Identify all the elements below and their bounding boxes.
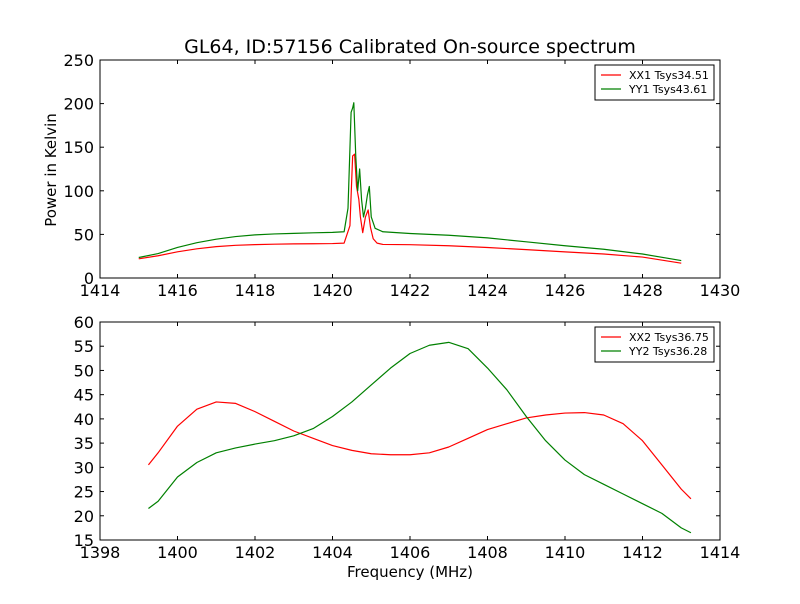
top-x-tick-label: 1430 — [700, 281, 741, 300]
bottom-y-tick-label: 35 — [74, 434, 94, 453]
top-y-tick-label: 200 — [63, 95, 94, 114]
top-y-tick-label: 100 — [63, 182, 94, 201]
bottom-y-tick-label: 55 — [74, 337, 94, 356]
bottom-y-tick-label: 40 — [74, 410, 94, 429]
top-x-tick-label: 1424 — [467, 281, 508, 300]
bottom-x-tick-label: 1402 — [235, 543, 276, 562]
top-legend-label-0: XX1 Tsys34.51 — [629, 69, 709, 82]
top-legend-box — [594, 64, 715, 101]
bottom-x-tick-label: 1410 — [545, 543, 586, 562]
y-axis-label: Power in Kelvin — [42, 113, 60, 227]
top-x-tick-label: 1422 — [390, 281, 431, 300]
chart-title: GL64, ID:57156 Calibrated On-source spec… — [184, 36, 636, 58]
x-axis-label: Frequency (MHz) — [347, 563, 473, 581]
bottom-series-line-0 — [147, 401, 692, 500]
bottom-x-tick-label: 1408 — [467, 543, 508, 562]
bottom-legend-label-0: XX2 Tsys36.75 — [629, 331, 709, 344]
bottom-y-tick-label: 30 — [74, 458, 94, 477]
top-x-tick-label: 1420 — [312, 281, 353, 300]
bottom-x-tick-label: 1400 — [157, 543, 198, 562]
bottom-x-tick-label: 1398 — [80, 543, 121, 562]
top-y-tick-label: 50 — [74, 225, 94, 244]
bottom-y-tick-label: 60 — [74, 313, 94, 332]
bottom-panel: 1398 1400 1402 1404 1406 1408 1410 1412 1414 15 20… — [74, 313, 741, 562]
bottom-legend-label-1: YY2 Tsys36.28 — [628, 345, 707, 358]
top-x-tick-label: 1426 — [545, 281, 586, 300]
top-series-line-1 — [138, 102, 682, 262]
top-series-line-0 — [138, 153, 682, 264]
top-x-tick-label: 1418 — [235, 281, 276, 300]
bottom-series-line-1 — [148, 341, 692, 534]
top-x-tick-label: 1414 — [80, 281, 121, 300]
top-legend-label-1: YY1 Tsys43.61 — [628, 83, 707, 96]
bottom-x-tick-label: 1404 — [312, 543, 353, 562]
top-y-tick-label: 250 — [63, 51, 94, 70]
bottom-y-tick-label: 15 — [74, 531, 94, 550]
bottom-y-tick-label: 25 — [74, 483, 94, 502]
top-y-tick-label: 0 — [84, 269, 94, 288]
top-x-tick-label: 1416 — [157, 281, 198, 300]
top-panel: 1414 1416 1418 1420 1422 1424 1426 1428 1430 0 50 1… — [63, 51, 740, 300]
bottom-legend-box — [594, 326, 715, 363]
bottom-x-tick-label: 1414 — [700, 543, 741, 562]
bottom-y-tick-label: 50 — [74, 361, 94, 380]
bottom-y-tick-label: 45 — [74, 386, 94, 405]
bottom-x-tick-label: 1412 — [622, 543, 663, 562]
top-y-tick-label: 150 — [63, 138, 94, 157]
bottom-y-tick-label: 20 — [74, 507, 94, 526]
top-x-tick-label: 1428 — [622, 281, 663, 300]
bottom-x-tick-label: 1406 — [390, 543, 431, 562]
